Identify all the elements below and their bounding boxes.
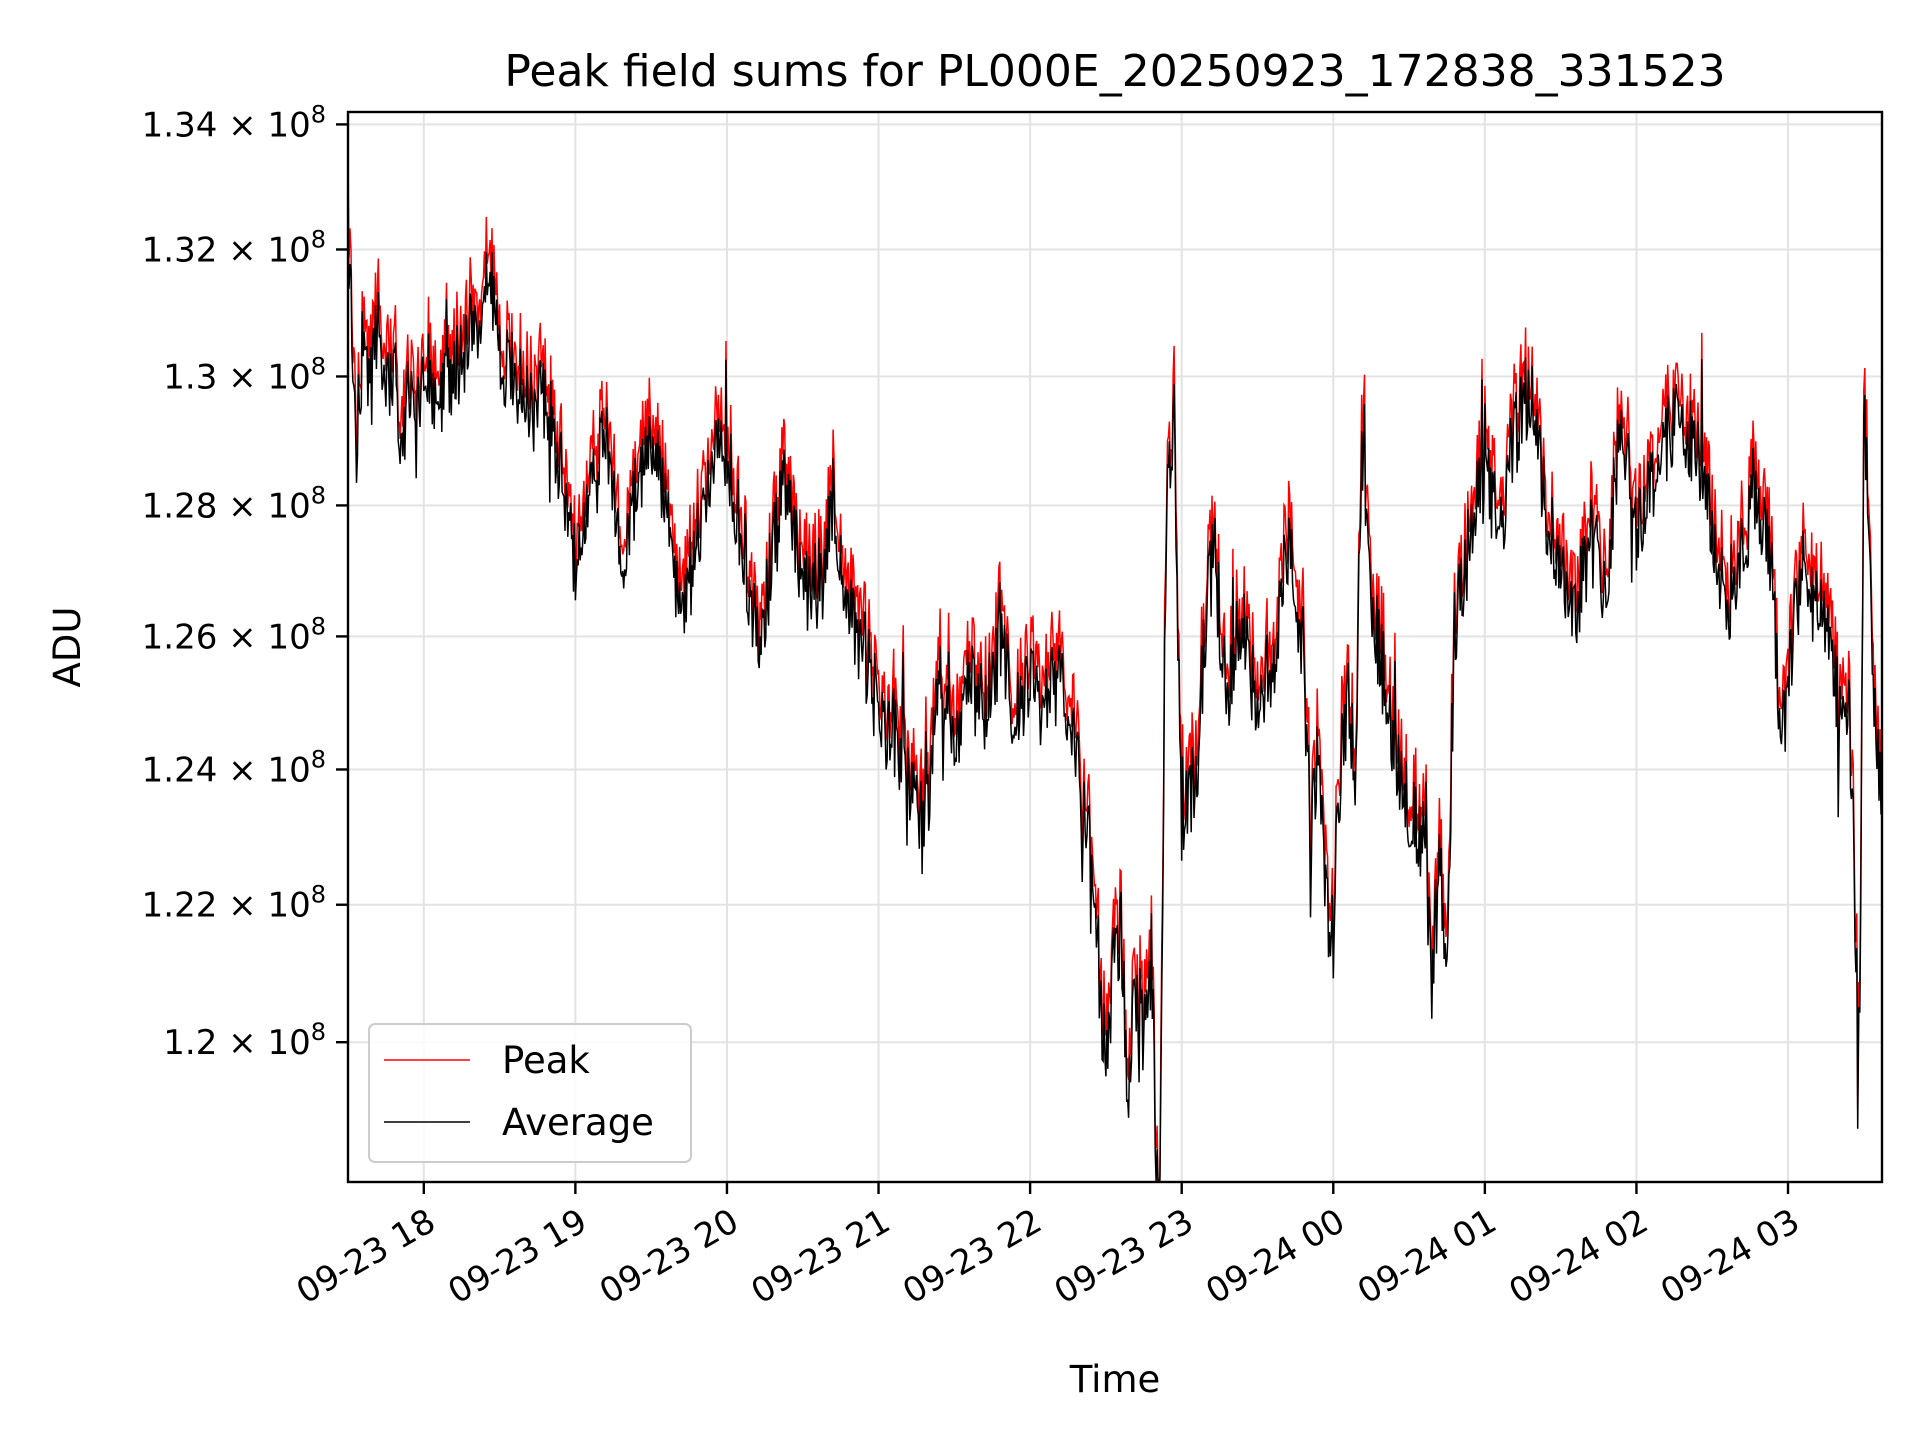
series-peak-line [347,159,1883,1183]
y-tick-label: 1.22 × 108 [142,881,326,926]
legend-peak-label: Peak [502,1039,590,1082]
legend-box [368,1023,692,1163]
y-tick-label: 1.32 × 108 [142,225,326,270]
chart-title: Peak field sums for PL000E_20250923_1728… [504,46,1725,97]
legend-average-label: Average [502,1101,654,1144]
y-tick-label: 1.28 × 108 [142,481,326,526]
y-tick-label: 1.3 × 108 [163,352,326,397]
y-tick-label: 1.24 × 108 [142,745,326,790]
series-average-line [347,194,1883,1183]
plot-frame [346,110,1884,1184]
x-axis-title: Time [1069,1358,1161,1401]
y-tick-label: 1.2 × 108 [163,1018,326,1063]
series-layer [347,159,1883,1183]
y-tick-label: 1.26 × 108 [142,612,326,657]
y-tick-label: 1.34 × 108 [142,100,326,145]
y-axis-title: ADU [46,607,89,688]
legend: Peak Average [368,1023,692,1163]
